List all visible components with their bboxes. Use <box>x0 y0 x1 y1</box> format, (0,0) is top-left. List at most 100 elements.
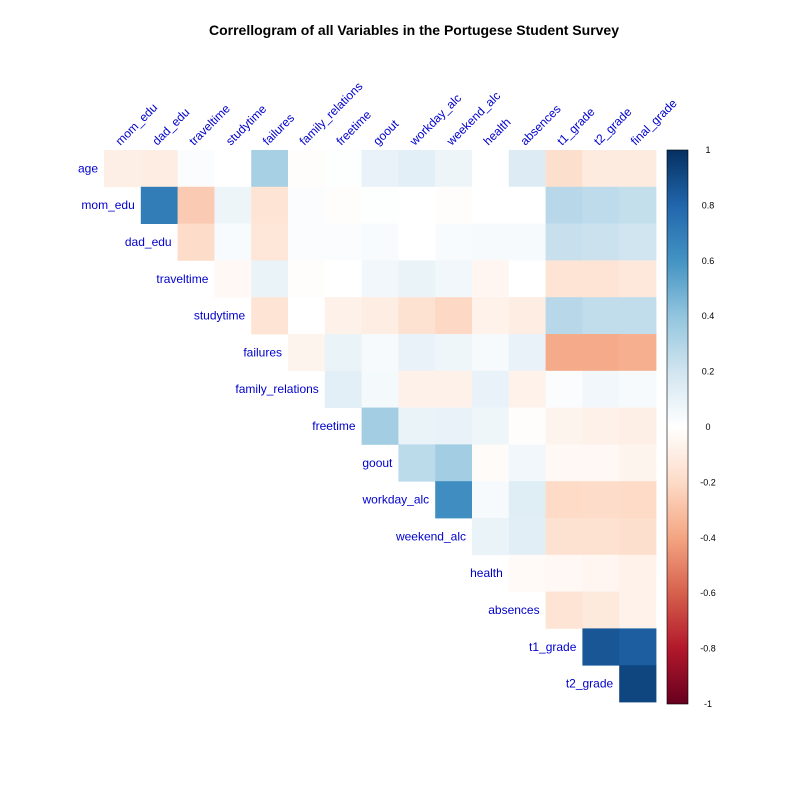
heatmap-cell-goout-t1_grade <box>545 444 583 482</box>
heatmap-cell-weekend_alc-health <box>472 518 510 556</box>
heatmap-cell-family_relations-final_grade <box>619 370 657 408</box>
heatmap-cell-age-dad_edu <box>140 150 178 188</box>
heatmap-cell-mom_edu-weekend_alc <box>435 186 473 224</box>
heatmap-cells <box>104 150 657 703</box>
heatmap-cell-workday_alc-weekend_alc <box>435 481 473 519</box>
row-label-freetime: freetime <box>312 419 356 433</box>
heatmap-cell-health-final_grade <box>619 554 657 592</box>
heatmap-cell-mom_edu-t1_grade <box>545 186 583 224</box>
heatmap-cell-age-freetime <box>324 150 362 188</box>
heatmap-cell-family_relations-workday_alc <box>398 370 436 408</box>
colorbar-tick-label: 0 <box>705 422 710 432</box>
heatmap-cell-freetime-final_grade <box>619 407 657 445</box>
heatmap-cell-goout-health <box>472 444 510 482</box>
row-label-t2_grade: t2_grade <box>566 677 614 691</box>
heatmap-cell-traveltime-t2_grade <box>582 260 620 298</box>
heatmap-cell-mom_edu-t2_grade <box>582 186 620 224</box>
heatmap-cell-traveltime-final_grade <box>619 260 657 298</box>
heatmap-cell-studytime-t1_grade <box>545 297 583 335</box>
row-labels: age mom_edu dad_edu traveltime studytime fail… <box>78 161 614 690</box>
heatmap-cell-family_relations-goout <box>361 370 399 408</box>
heatmap-cell-dad_edu-goout <box>361 223 399 261</box>
heatmap-cell-age-t1_grade <box>545 150 583 188</box>
heatmap-cell-health-t2_grade <box>582 554 620 592</box>
heatmap-cell-mom_edu-final_grade <box>619 186 657 224</box>
heatmap-cell-traveltime-health <box>472 260 510 298</box>
heatmap-cell-goout-final_grade <box>619 444 657 482</box>
heatmap-cell-traveltime-failures <box>251 260 289 298</box>
row-label-traveltime: traveltime <box>156 272 208 286</box>
heatmap-cell-traveltime-studytime <box>214 260 252 298</box>
heatmap-cell-mom_edu-absences <box>508 186 546 224</box>
heatmap-cell-family_relations-absences <box>508 370 546 408</box>
heatmap-cell-traveltime-family_relations <box>288 260 326 298</box>
heatmap-cell-studytime-absences <box>508 297 546 335</box>
row-label-mom_edu: mom_edu <box>81 198 134 212</box>
heatmap-cell-freetime-health <box>472 407 510 445</box>
heatmap-cell-mom_edu-dad_edu <box>140 186 178 224</box>
heatmap-cell-weekend_alc-t2_grade <box>582 518 620 556</box>
heatmap-cell-studytime-weekend_alc <box>435 297 473 335</box>
heatmap-cell-mom_edu-goout <box>361 186 399 224</box>
heatmap-cell-failures-weekend_alc <box>435 334 473 372</box>
column-label-final_grade: final_grade <box>628 96 680 148</box>
heatmap-cell-failures-final_grade <box>619 334 657 372</box>
colorbar-tick-label: -0.4 <box>700 533 716 543</box>
chart-title: Correllogram of all Variables in the Por… <box>209 22 619 38</box>
heatmap-cell-workday_alc-absences <box>508 481 546 519</box>
heatmap-cell-mom_edu-workday_alc <box>398 186 436 224</box>
colorbar-tick-label: 0.8 <box>702 200 715 210</box>
heatmap-cell-studytime-final_grade <box>619 297 657 335</box>
colorbar-tick-label: -0.6 <box>700 588 716 598</box>
row-label-health: health <box>470 566 503 580</box>
heatmap-cell-failures-workday_alc <box>398 334 436 372</box>
colorbar-tick-label: 0.2 <box>702 367 715 377</box>
heatmap-cell-age-final_grade <box>619 150 657 188</box>
heatmap-cell-t2_grade-final_grade <box>619 665 657 703</box>
heatmap-cell-family_relations-t2_grade <box>582 370 620 408</box>
colorbar-tick-label: 1 <box>705 145 710 155</box>
heatmap-cell-dad_edu-t1_grade <box>545 223 583 261</box>
heatmap-cell-dad_edu-health <box>472 223 510 261</box>
heatmap-cell-freetime-t1_grade <box>545 407 583 445</box>
row-label-age: age <box>78 161 98 175</box>
heatmap-cell-studytime-health <box>472 297 510 335</box>
heatmap-cell-failures-family_relations <box>288 334 326 372</box>
colorbar-tick-label: 0.4 <box>702 311 715 321</box>
heatmap-cell-studytime-workday_alc <box>398 297 436 335</box>
heatmap-cell-dad_edu-family_relations <box>288 223 326 261</box>
heatmap-cell-dad_edu-absences <box>508 223 546 261</box>
heatmap-cell-weekend_alc-absences <box>508 518 546 556</box>
heatmap-cell-traveltime-absences <box>508 260 546 298</box>
heatmap-cell-freetime-weekend_alc <box>435 407 473 445</box>
row-label-t1_grade: t1_grade <box>529 640 577 654</box>
heatmap-cell-mom_edu-health <box>472 186 510 224</box>
heatmap-cell-studytime-failures <box>251 297 289 335</box>
heatmap-cell-dad_edu-final_grade <box>619 223 657 261</box>
row-label-studytime: studytime <box>194 309 246 323</box>
heatmap-cell-workday_alc-health <box>472 481 510 519</box>
heatmap-cell-family_relations-health <box>472 370 510 408</box>
heatmap-cell-freetime-goout <box>361 407 399 445</box>
heatmap-cell-workday_alc-final_grade <box>619 481 657 519</box>
heatmap-cell-age-health <box>472 150 510 188</box>
heatmap-cell-family_relations-freetime <box>324 370 362 408</box>
heatmap-cell-traveltime-freetime <box>324 260 362 298</box>
heatmap-cell-absences-t2_grade <box>582 591 620 629</box>
heatmap-cell-family_relations-t1_grade <box>545 370 583 408</box>
heatmap-cell-traveltime-weekend_alc <box>435 260 473 298</box>
heatmap-cell-studytime-freetime <box>324 297 362 335</box>
heatmap-cell-mom_edu-failures <box>251 186 289 224</box>
colorbar-tick-label: 0.6 <box>702 256 715 266</box>
heatmap-cell-failures-health <box>472 334 510 372</box>
heatmap-cell-absences-t1_grade <box>545 591 583 629</box>
row-label-failures: failures <box>243 345 282 359</box>
heatmap-cell-age-goout <box>361 150 399 188</box>
column-label-family_relations: family_relations <box>297 79 366 148</box>
heatmap-cell-dad_edu-t2_grade <box>582 223 620 261</box>
heatmap-cell-mom_edu-freetime <box>324 186 362 224</box>
row-label-workday_alc: workday_alc <box>361 493 429 507</box>
column-label-goout: goout <box>370 117 402 149</box>
heatmap-cell-failures-absences <box>508 334 546 372</box>
row-label-goout: goout <box>362 456 393 470</box>
